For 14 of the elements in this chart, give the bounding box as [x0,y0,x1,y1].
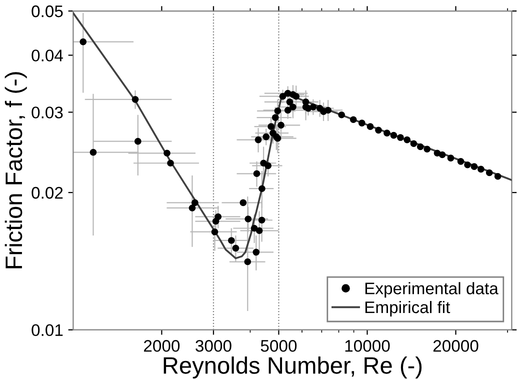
x-tick-label: 2000 [144,340,180,352]
y-axis-title: Friction Factor, f (-) [4,72,27,268]
legend-label: Experimental data [365,282,498,298]
legend-label: Empirical fit [365,300,450,317]
y-tick-label: 0.02 [32,186,63,199]
x-tick-label: 3000 [196,340,232,352]
x-axis-title: Reynolds Number, Re (-) [164,356,422,378]
y-tick-label: 0.01 [32,324,63,336]
y-tick-label: 0.05 [32,5,63,18]
x-tick-label: 10000 [345,340,390,352]
x-tick-label: 5000 [260,340,297,352]
x-tick-label: 20000 [433,340,478,352]
y-tick-label: 0.03 [32,106,63,118]
y-tick-label: 0.04 [32,50,63,62]
